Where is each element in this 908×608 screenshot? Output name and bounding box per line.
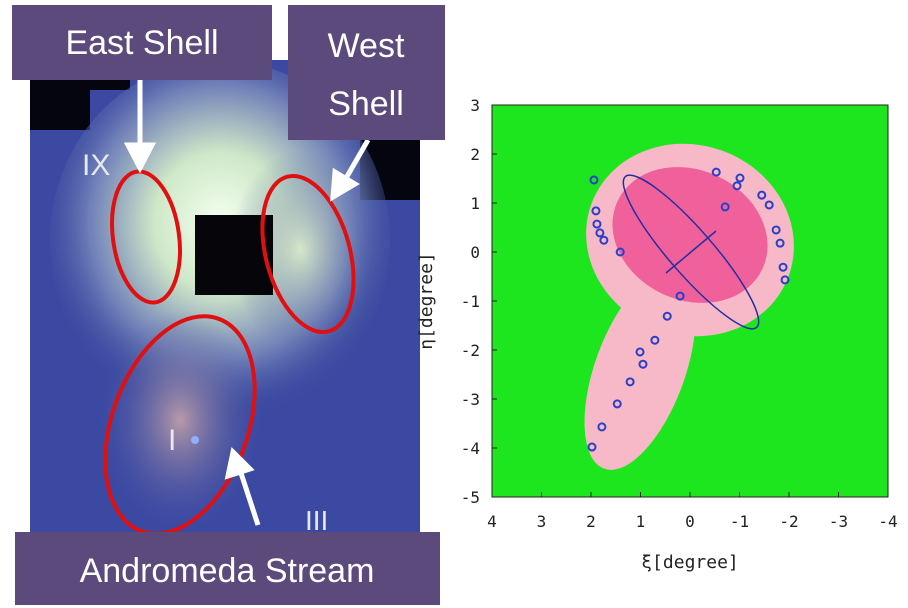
field-label: III	[305, 505, 328, 536]
field-label: IX	[82, 149, 110, 182]
x-tick-label: -4	[878, 512, 897, 531]
x-tick-label: 1	[636, 512, 646, 531]
x-tick-label: 2	[586, 512, 596, 531]
y-tick-label: -5	[461, 488, 480, 507]
y-axis-label: η[degree]	[416, 252, 437, 350]
y-tick-label: 3	[470, 96, 480, 115]
y-tick-label: -4	[461, 439, 480, 458]
x-tick-label: -3	[829, 512, 848, 531]
label: Andromeda Stream	[80, 552, 375, 590]
x-tick-label: 4	[487, 512, 497, 531]
x-tick-label: 3	[537, 512, 547, 531]
x-tick-label: -2	[779, 512, 798, 531]
y-tick-label: 0	[470, 243, 480, 262]
label: East Shell	[65, 24, 218, 62]
x-tick-label: 0	[685, 512, 695, 531]
x-axis-label: ξ[degree]	[641, 552, 739, 573]
field-label: I	[168, 424, 176, 457]
y-tick-label: -2	[461, 341, 480, 360]
label: West	[328, 27, 405, 65]
slide: IX I III East Shell West Shell Andromeda…	[0, 0, 908, 608]
y-tick-label: -3	[461, 390, 480, 409]
label: Shell	[328, 85, 404, 123]
y-tick-label: 1	[470, 194, 480, 213]
y-tick-label: 2	[470, 145, 480, 164]
y-tick-label: -1	[461, 292, 480, 311]
x-tick-label: -1	[730, 512, 749, 531]
